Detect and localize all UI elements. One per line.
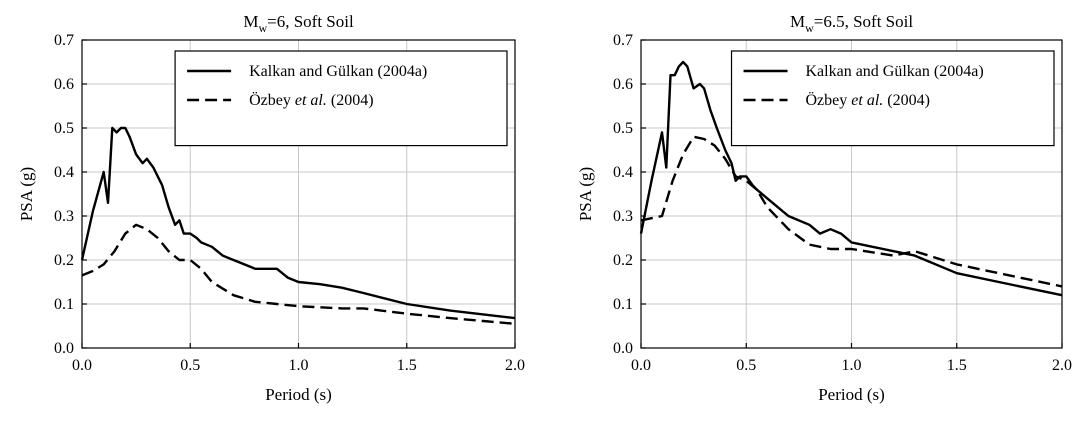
title-text: M (790, 12, 805, 31)
y-tick-label: 0.2 (613, 252, 633, 269)
title-subscript: w (258, 21, 267, 35)
legend: Kalkan and Gülkan (2004a) Özbey et al. (2… (174, 50, 508, 147)
legend-label-1: Kalkan and Gülkan (2004a) (806, 63, 984, 80)
x-tick-label: 0.5 (180, 357, 200, 374)
title-subscript: w (805, 21, 814, 35)
legend-box (174, 50, 508, 147)
x-tick-label: 1.0 (842, 357, 862, 374)
y-tick-label: 0.4 (613, 164, 633, 181)
y-tick-label: 0.1 (54, 296, 74, 313)
x-tick-label: 1.5 (947, 357, 967, 374)
x-tick-label: 0.0 (631, 357, 651, 374)
x-tick-label: 1.5 (397, 357, 417, 374)
y-tick-label: 0.5 (613, 120, 633, 137)
legend-text: Özbey (806, 91, 852, 109)
series-line-1 (80, 126, 516, 320)
legend: Kalkan and Gülkan (2004a) Özbey et al. (2… (730, 50, 1055, 147)
title-text: =6.5, Soft Soil (814, 12, 914, 31)
x-axis-label: Period (s) (265, 385, 332, 404)
x-axis-label: Period (s) (818, 385, 885, 404)
x-tick-label: 2.0 (1052, 357, 1072, 374)
legend-text-italic: et al. (851, 92, 883, 109)
legend-label-2: Özbey et al. (2004) (249, 91, 373, 109)
legend-label-1: Kalkan and Gülkan (2004a) (249, 63, 427, 80)
chart-title: Mw=6, Soft Soil (243, 12, 354, 35)
y-tick-label: 0.0 (613, 340, 633, 357)
y-tick-label: 0.7 (613, 32, 633, 49)
x-tick-label: 0.5 (736, 357, 756, 374)
y-tick-label: 0.4 (54, 164, 74, 181)
x-tick-label: 2.0 (505, 357, 525, 374)
y-tick-label: 0.6 (613, 76, 633, 93)
title-text: M (243, 12, 258, 31)
chart-panel-1: 0.0 0.5 1.0 1.5 2.0 0.0 0.1 0.2 0.3 0.4 0.5 0.6 0.7 P… (17, 12, 525, 404)
y-tick-label: 0.3 (613, 208, 633, 225)
series-line-2 (640, 135, 1063, 288)
y-axis-label: PSA (g) (576, 167, 595, 221)
y-tick-label: 0.7 (54, 32, 74, 49)
title-text: =6, Soft Soil (267, 12, 354, 31)
chart-panel-2: 0.0 0.5 1.0 1.5 2.0 0.0 0.1 0.2 0.3 0.4 0.5 0.6 0.7 P… (576, 12, 1072, 404)
series-line-1 (639, 60, 1063, 297)
series-line-2 (81, 223, 516, 325)
chart-title: Mw=6.5, Soft Soil (790, 12, 913, 35)
y-tick-label: 0.6 (54, 76, 74, 93)
legend-text: (2004) (327, 92, 374, 109)
y-tick-label: 0.3 (54, 208, 74, 225)
y-axis-label: PSA (g) (17, 167, 36, 221)
y-tick-label: 0.5 (54, 120, 74, 137)
x-tick-label: 1.0 (289, 357, 309, 374)
y-tick-label: 0.1 (613, 296, 633, 313)
legend-label-2: Özbey et al. (2004) (806, 91, 930, 109)
x-tick-label: 0.0 (72, 357, 92, 374)
y-tick-label: 0.0 (54, 340, 74, 357)
legend-text: Özbey (249, 91, 295, 109)
legend-box (730, 50, 1055, 147)
legend-text: (2004) (883, 92, 930, 109)
y-tick-label: 0.2 (54, 252, 74, 269)
legend-text-italic: et al. (295, 92, 327, 109)
